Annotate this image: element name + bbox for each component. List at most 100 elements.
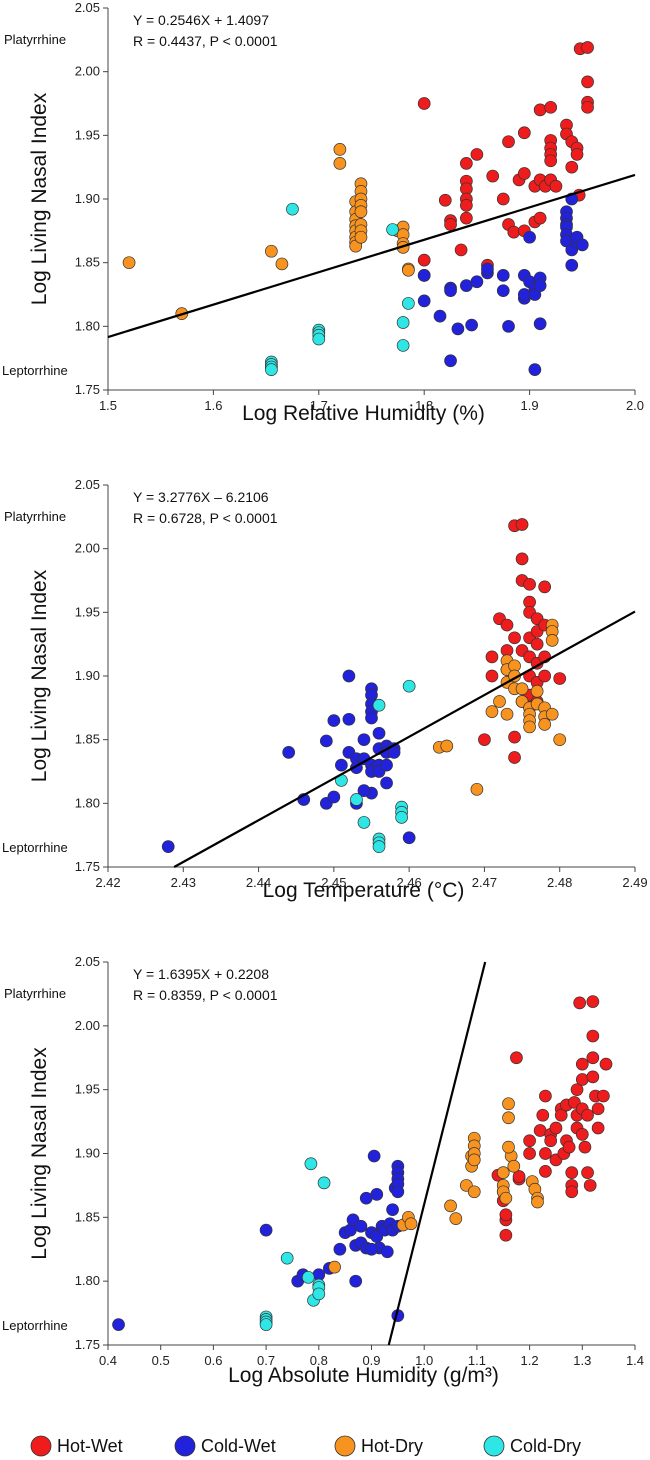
data-point-hot-dry xyxy=(515,682,529,696)
data-point-cold-wet xyxy=(357,784,371,797)
x-tick-label: 1.3 xyxy=(573,1353,591,1368)
x-tick-label: 1.0 xyxy=(415,1353,433,1368)
x-tick-label: 2.47 xyxy=(472,875,497,890)
data-point-cold-dry xyxy=(395,810,408,824)
x-tick-label: 2.45 xyxy=(321,875,346,890)
data-point-cold-wet xyxy=(386,1203,399,1217)
data-point-hot-wet xyxy=(570,148,584,161)
data-point-cold-wet xyxy=(370,1188,384,1201)
data-point-hot-wet xyxy=(417,253,431,267)
x-tick-label: 0.6 xyxy=(204,1353,222,1368)
data-point-cold-wet xyxy=(533,279,547,292)
x-axis-title: Log Temperature (°C) xyxy=(263,879,465,902)
data-point-hot-wet xyxy=(549,179,563,193)
data-point-cold-wet xyxy=(470,275,484,289)
legend-swatch-hot-dry xyxy=(334,1435,356,1457)
series-hot-wet xyxy=(491,995,613,1242)
legend-label-cold-dry: Cold-Dry xyxy=(510,1436,581,1456)
data-point-hot-wet xyxy=(578,1140,592,1154)
x-tick-label: 2.43 xyxy=(171,875,196,890)
data-point-hot-wet xyxy=(538,669,552,683)
data-point-hot-dry xyxy=(402,263,415,277)
x-tick-label: 2.44 xyxy=(246,875,271,890)
y-tick-label: 2.00 xyxy=(75,64,100,79)
data-point-cold-wet xyxy=(502,319,515,333)
data-point-cold-wet xyxy=(417,269,431,282)
regression-equation: Y = 3.2776X – 6.2106 xyxy=(133,489,269,505)
data-point-hot-wet xyxy=(460,199,473,212)
data-point-cold-wet xyxy=(465,318,478,332)
x-tick-label: 1.9 xyxy=(521,398,539,413)
data-point-hot-dry xyxy=(485,705,499,719)
data-point-cold-wet xyxy=(523,230,536,244)
data-point-hot-dry xyxy=(275,257,289,271)
data-point-cold-dry xyxy=(396,339,410,352)
y-tick-label: 2.00 xyxy=(75,1018,100,1033)
data-point-hot-wet xyxy=(544,100,558,114)
y-tick-label: 2.05 xyxy=(75,477,100,492)
data-point-cold-wet xyxy=(402,831,416,845)
label-platyrrhine: Platyrrhine xyxy=(4,986,66,1001)
x-tick-label: 2.0 xyxy=(626,398,644,413)
series-cold-dry xyxy=(259,1157,331,1331)
data-point-cold-dry xyxy=(372,840,386,853)
label-leptorrhine: Leptorrhine xyxy=(2,1318,68,1333)
x-tick-label: 1.8 xyxy=(415,398,433,413)
label-leptorrhine: Leptorrhine xyxy=(2,363,68,378)
y-tick-label: 1.90 xyxy=(75,668,100,683)
x-tick-label: 2.48 xyxy=(547,875,572,890)
data-point-hot-wet xyxy=(460,156,473,170)
regression-stats: R = 0.4437, P < 0.0001 xyxy=(133,33,278,49)
regression-line xyxy=(107,173,636,339)
data-point-cold-dry xyxy=(350,793,363,806)
data-point-hot-wet xyxy=(507,225,521,239)
data-point-cold-wet xyxy=(327,790,341,804)
data-point-hot-wet xyxy=(586,1051,600,1065)
data-point-hot-dry xyxy=(500,707,514,721)
data-point-hot-dry xyxy=(493,695,506,708)
data-point-hot-dry xyxy=(502,1111,515,1125)
data-point-hot-wet xyxy=(496,192,510,206)
chart-panel-temperature: 1.75 1.80 1.85 1.90 1.95 2.00 2.05 2.42 2.43 2.44… xyxy=(2,477,648,902)
data-point-hot-wet xyxy=(533,103,547,117)
y-tick-label: 1.80 xyxy=(75,318,100,333)
data-point-hot-wet xyxy=(575,1073,589,1086)
data-point-cold-wet xyxy=(444,284,457,298)
x-tick-label: 2.42 xyxy=(95,875,120,890)
y-tick-label: 1.75 xyxy=(75,859,100,874)
series-hot-dry xyxy=(432,618,567,796)
data-point-hot-dry xyxy=(354,230,368,244)
data-point-hot-wet xyxy=(539,1147,552,1160)
data-point-hot-wet xyxy=(591,1102,605,1116)
data-point-cold-dry xyxy=(357,816,371,829)
data-point-hot-wet xyxy=(549,1121,563,1135)
data-point-cold-wet xyxy=(372,726,386,740)
data-point-cold-wet xyxy=(365,1242,378,1256)
data-point-hot-wet xyxy=(454,243,468,257)
x-tick-label: 0.4 xyxy=(99,1353,117,1368)
data-point-cold-wet xyxy=(380,776,393,790)
chart-panel-absolute-humidity: 1.75 1.80 1.85 1.90 1.95 2.00 2.05 0.4 0.5 0.6 0.7… xyxy=(2,954,644,1387)
data-point-cold-wet xyxy=(433,309,447,323)
regression-stats: R = 0.8359, P < 0.0001 xyxy=(133,987,278,1003)
legend-label-hot-dry: Hot-Dry xyxy=(361,1436,423,1456)
data-point-cold-wet xyxy=(161,840,175,853)
data-point-cold-wet xyxy=(496,269,510,282)
legend-item-hot-wet: Hot-Wet xyxy=(30,1435,123,1457)
data-point-hot-wet xyxy=(581,1108,594,1122)
data-point-hot-dry xyxy=(553,733,567,747)
regression-stats: R = 0.6728, P < 0.0001 xyxy=(133,510,278,526)
legend: Hot-Wet Cold-Wet Hot-Dry Cold-Dry xyxy=(30,1435,581,1457)
data-point-hot-wet xyxy=(544,154,558,168)
y-axis-title: Log Living Nasal Index xyxy=(28,569,51,782)
data-point-cold-wet xyxy=(417,294,431,308)
y-tick-label: 1.75 xyxy=(75,1337,100,1352)
data-point-hot-wet xyxy=(508,631,521,645)
data-point-hot-dry xyxy=(449,1212,463,1225)
data-point-hot-dry xyxy=(502,1140,515,1154)
data-point-hot-wet xyxy=(565,160,579,174)
data-point-cold-wet xyxy=(460,279,473,292)
y-tick-label: 1.95 xyxy=(75,127,100,142)
data-point-hot-wet xyxy=(586,1029,600,1043)
data-point-cold-dry xyxy=(317,1176,331,1190)
